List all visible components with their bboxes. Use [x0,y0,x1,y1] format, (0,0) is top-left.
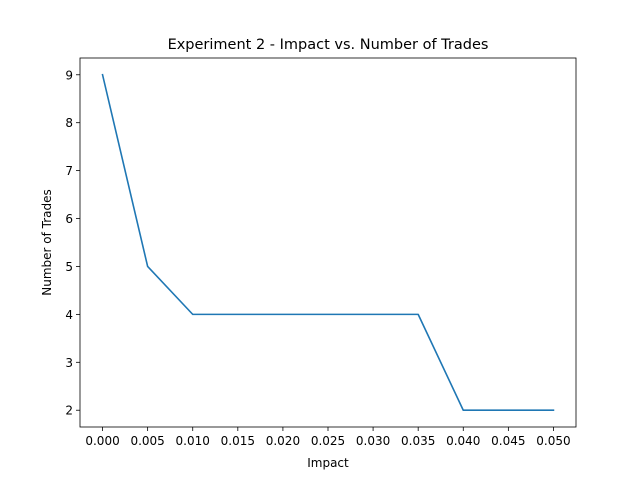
x-axis-title: Impact [307,456,349,470]
x-tick-label: 0.020 [266,434,300,448]
plot-area [80,58,576,427]
y-axis-title: Number of Trades [40,189,54,296]
x-tick-label: 0.025 [311,434,345,448]
x-tick-label: 0.030 [356,434,390,448]
series-group [101,73,555,412]
plot-frame [79,57,577,428]
series-line [101,73,555,412]
y-tick-label: 4 [65,308,73,322]
x-tick-label: 0.000 [85,434,119,448]
y-tick-label: 6 [65,212,73,226]
x-tick-label: 0.035 [401,434,435,448]
x-tick-label: 0.005 [130,434,164,448]
y-tick-label: 8 [65,116,73,130]
x-tick-label: 0.010 [176,434,210,448]
x-tick-label: 0.045 [491,434,525,448]
y-tick-label: 3 [65,356,73,370]
y-tick-label: 2 [65,404,73,418]
x-axis-ticks: 0.000 0.005 0.010 0.015 0.020 0.025 0.030 0.035… [85,427,571,448]
x-tick-label: 0.015 [221,434,255,448]
y-tick-label: 7 [65,164,73,178]
x-tick-label: 0.050 [536,434,570,448]
y-tick-label: 9 [65,68,73,82]
chart-title: Experiment 2 - Impact vs. Number of Trad… [168,37,489,53]
x-tick-label: 0.040 [446,434,480,448]
y-axis-ticks: 2 3 4 5 6 7 8 9 [65,68,80,418]
y-tick-label: 5 [65,260,73,274]
